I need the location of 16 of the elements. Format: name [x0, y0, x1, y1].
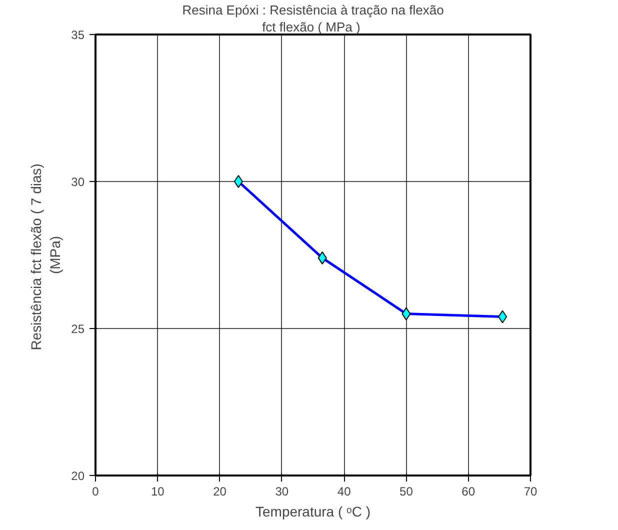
x-axis-title: Temperatura ( ᵒC ) — [256, 504, 370, 520]
chart-title: Resina Epóxi : Resistência à tração na flexão — [182, 2, 444, 18]
chart-subtitle: fct flexão ( MPa ) — [262, 20, 360, 34]
x-tick-label: 50 — [400, 484, 414, 498]
y-axis-title: Resistência fct flexão ( 7 dias) (MPa) — [28, 164, 64, 350]
y-tick-label: 35 — [71, 28, 85, 42]
x-tick-label: 30 — [275, 484, 289, 498]
x-tick-label: 0 — [92, 484, 100, 498]
x-tick-label: 20 — [213, 484, 227, 498]
x-tick-label: 60 — [462, 484, 476, 498]
x-tick-label: 70 — [524, 484, 538, 498]
x-tick-label: 10 — [150, 484, 165, 498]
y-tick-label: 30 — [71, 175, 85, 189]
y-tick-label: 25 — [71, 322, 85, 336]
x-tick-label: 40 — [337, 484, 352, 498]
y-tick-label: 20 — [71, 469, 85, 483]
